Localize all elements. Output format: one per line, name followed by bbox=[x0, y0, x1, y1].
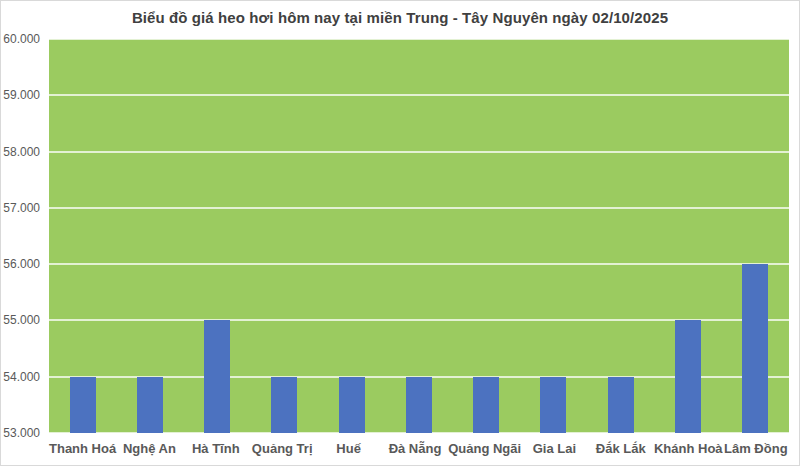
bar-slot bbox=[453, 39, 520, 433]
bar bbox=[675, 320, 701, 433]
bar bbox=[742, 264, 768, 433]
plot-area bbox=[49, 39, 789, 433]
bar-slot bbox=[49, 39, 116, 433]
bar-slot bbox=[587, 39, 654, 433]
x-tick-label: Quảng Trị bbox=[249, 441, 315, 456]
x-tick-label: Hà Tĩnh bbox=[183, 441, 249, 456]
x-tick-label: Nghệ An bbox=[116, 441, 182, 456]
x-tick-label: Thanh Hoá bbox=[49, 441, 116, 456]
x-axis: Thanh HoáNghệ AnHà TĩnhQuảng TrịHuếĐà Nẵ… bbox=[49, 441, 789, 456]
bar-slot bbox=[722, 39, 789, 433]
bar-slot bbox=[184, 39, 251, 433]
bar-slot bbox=[520, 39, 587, 433]
y-axis: 60.00059.00058.00057.00056.00055.00054.0… bbox=[1, 39, 44, 433]
price-bar-chart: Biểu đồ giá heo hơi hôm nay tại miền Tru… bbox=[0, 0, 800, 466]
y-tick-label: 53.000 bbox=[3, 426, 40, 440]
bar-slot bbox=[251, 39, 318, 433]
y-tick-label: 59.000 bbox=[3, 88, 40, 102]
x-tick-label: Gia Lai bbox=[521, 441, 587, 456]
x-tick-label: Quảng Ngãi bbox=[448, 441, 521, 456]
x-tick-label: Khánh Hoà bbox=[654, 441, 723, 456]
bar-slot bbox=[385, 39, 452, 433]
chart-title: Biểu đồ giá heo hơi hôm nay tại miền Tru… bbox=[1, 9, 799, 26]
y-tick-label: 56.000 bbox=[3, 257, 40, 271]
bar bbox=[339, 377, 365, 433]
bar bbox=[137, 377, 163, 433]
y-tick-label: 57.000 bbox=[3, 201, 40, 215]
bars-layer bbox=[49, 39, 789, 433]
bar bbox=[406, 377, 432, 433]
y-tick-label: 55.000 bbox=[3, 313, 40, 327]
x-tick-label: Lâm Đồng bbox=[723, 441, 789, 456]
bar bbox=[271, 377, 297, 433]
bar bbox=[540, 377, 566, 433]
bar-slot bbox=[318, 39, 385, 433]
x-tick-label: Đà Nẵng bbox=[382, 441, 448, 456]
y-tick-label: 60.000 bbox=[3, 32, 40, 46]
y-tick-label: 58.000 bbox=[3, 145, 40, 159]
bar bbox=[608, 377, 634, 433]
x-tick-label: Đắk Lắk bbox=[588, 441, 654, 456]
y-tick-label: 54.000 bbox=[3, 370, 40, 384]
bar bbox=[204, 320, 230, 433]
x-tick-label: Huế bbox=[315, 441, 381, 456]
bar-slot bbox=[116, 39, 183, 433]
bar bbox=[70, 377, 96, 433]
bar bbox=[473, 377, 499, 433]
bar-slot bbox=[654, 39, 721, 433]
